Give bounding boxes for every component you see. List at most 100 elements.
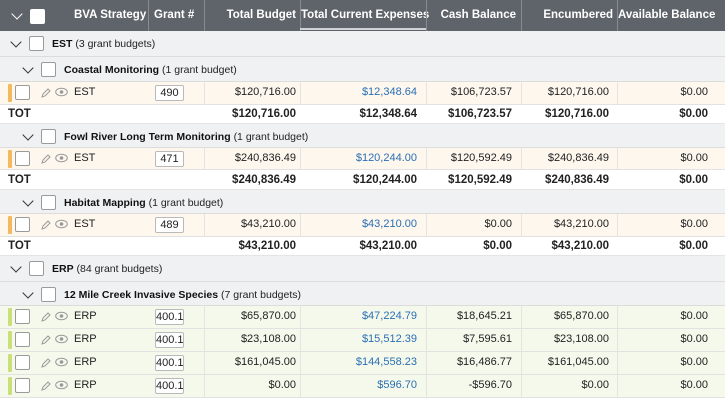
column-header-total-current-expenses[interactable]: Total Current Expenses xyxy=(300,0,429,31)
total-current-expenses-link[interactable]: $15,512.39 xyxy=(361,333,417,345)
total-budget-cell: $65,870.00 xyxy=(240,310,296,322)
column-divider xyxy=(426,306,427,329)
total-current-expenses-link[interactable]: $596.70 xyxy=(377,379,417,391)
group-count: (84 grant budgets) xyxy=(76,263,163,275)
table-row[interactable]: ERP 400.1 $161,045.00 $144,558.23 $16,486.77… xyxy=(0,352,725,375)
column-divider xyxy=(300,148,301,170)
subtotal-cash-balance: $120,592.49 xyxy=(448,174,512,186)
row-checkbox[interactable] xyxy=(15,332,30,347)
view-eye-icon[interactable] xyxy=(55,334,68,344)
group-name: ERP xyxy=(52,263,74,275)
column-header-grant-number[interactable]: Grant # xyxy=(148,0,204,31)
group-row[interactable]: 12 Mile Creek Invasive Species (7 grant … xyxy=(0,282,725,306)
total-current-expenses-link[interactable]: $12,348.64 xyxy=(361,86,417,98)
group-checkbox[interactable] xyxy=(41,62,56,77)
row-color-indicator xyxy=(8,331,12,349)
grant-number-field[interactable]: 400.1 xyxy=(155,355,184,371)
view-eye-icon[interactable] xyxy=(55,87,68,97)
view-eye-icon[interactable] xyxy=(55,357,68,367)
row-color-indicator xyxy=(8,150,12,168)
grant-number-field[interactable]: 471 xyxy=(155,151,184,167)
group-row[interactable]: Fowl River Long Term Monitoring (1 grant… xyxy=(0,124,725,148)
subtotal-total-budget: $120,716.00 xyxy=(232,108,296,120)
row-checkbox[interactable] xyxy=(15,309,30,324)
grant-number-field[interactable]: 489 xyxy=(155,217,184,233)
edit-pencil-icon[interactable] xyxy=(41,154,51,164)
group-checkbox[interactable] xyxy=(41,129,56,144)
total-current-expenses-link[interactable]: $43,210.00 xyxy=(361,218,417,230)
row-checkbox[interactable] xyxy=(15,85,30,100)
group-label: Coastal Monitoring (1 grant budget) xyxy=(64,64,237,76)
row-checkbox[interactable] xyxy=(15,378,30,393)
edit-pencil-icon[interactable] xyxy=(41,88,51,98)
group-row[interactable]: Coastal Monitoring (1 grant budget) xyxy=(0,57,725,82)
subtotal-label: TOT xyxy=(8,240,31,252)
edit-pencil-icon[interactable] xyxy=(41,335,51,345)
available-balance-cell: $0.00 xyxy=(680,310,708,322)
group-row[interactable]: Habitat Mapping (1 grant budget) xyxy=(0,190,725,214)
column-divider xyxy=(617,329,618,352)
column-header-cash-balance[interactable]: Cash Balance xyxy=(426,0,521,31)
table-row[interactable]: EST 489 $43,210.00 $43,210.00 $0.00 $43,210.0… xyxy=(0,214,725,237)
total-budget-cell: $43,210.00 xyxy=(240,218,296,230)
subtotal-row: TOT $120,716.00 $12,348.64 $106,723.57 $120,… xyxy=(0,105,725,124)
group-checkbox[interactable] xyxy=(29,261,44,276)
group-row[interactable]: ERP (84 grant budgets) xyxy=(0,256,725,282)
view-eye-icon[interactable] xyxy=(55,153,68,163)
group-row[interactable]: EST (3 grant budgets) xyxy=(0,31,725,57)
column-divider xyxy=(426,375,427,398)
edit-pencil-icon[interactable] xyxy=(41,358,51,368)
expand-chevron-icon[interactable] xyxy=(22,62,34,74)
table-row[interactable]: ERP 400.1 $65,870.00 $47,224.79 $18,645.21 $6… xyxy=(0,306,725,329)
column-divider xyxy=(426,214,427,237)
expand-chevron-icon[interactable] xyxy=(10,261,22,273)
table-row[interactable]: EST 471 $240,836.49 $120,244.00 $120,592.49 $… xyxy=(0,148,725,170)
table-row[interactable]: ERP 400.1 $23,108.00 $15,512.39 $7,595.61 $23… xyxy=(0,329,725,352)
grant-number-field[interactable]: 400.1 xyxy=(155,332,184,348)
expand-chevron-icon[interactable] xyxy=(22,287,34,299)
encumbered-cell: $120,716.00 xyxy=(547,86,609,98)
edit-pencil-icon[interactable] xyxy=(41,312,51,322)
grant-number-field[interactable]: 400.1 xyxy=(155,378,184,394)
grant-number-field[interactable]: 490 xyxy=(155,85,184,101)
group-checkbox[interactable] xyxy=(41,287,56,302)
group-checkbox[interactable] xyxy=(29,36,44,51)
column-divider xyxy=(617,148,618,170)
view-eye-icon[interactable] xyxy=(55,219,68,229)
column-divider xyxy=(204,352,205,375)
expand-chevron-icon[interactable] xyxy=(22,129,34,141)
bva-strategy-cell: ERP xyxy=(74,310,97,322)
group-checkbox[interactable] xyxy=(41,195,56,210)
row-checkbox[interactable] xyxy=(15,217,30,232)
encumbered-cell: $240,836.49 xyxy=(547,152,609,164)
row-checkbox[interactable] xyxy=(15,151,30,166)
total-current-expenses-link[interactable]: $47,224.79 xyxy=(361,310,417,322)
total-current-expenses-link[interactable]: $120,244.00 xyxy=(355,152,417,164)
row-checkbox[interactable] xyxy=(15,355,30,370)
view-eye-icon[interactable] xyxy=(55,311,68,321)
edit-pencil-icon[interactable] xyxy=(41,220,51,230)
column-header-total-budget[interactable]: Total Budget xyxy=(204,0,300,31)
view-eye-icon[interactable] xyxy=(55,380,68,390)
total-current-expenses-link[interactable]: $144,558.23 xyxy=(355,356,417,368)
available-balance-cell: $0.00 xyxy=(680,218,708,230)
table-row[interactable]: EST 490 $120,716.00 $12,348.64 $106,723.57 $1… xyxy=(0,82,725,105)
cash-balance-cell: -$596.70 xyxy=(468,379,512,391)
edit-pencil-icon[interactable] xyxy=(41,381,51,391)
expand-chevron-icon[interactable] xyxy=(22,195,34,207)
column-divider xyxy=(204,306,205,329)
grant-number-field[interactable]: 400.1 xyxy=(155,309,184,325)
expand-chevron-icon[interactable] xyxy=(10,36,22,48)
available-balance-cell: $0.00 xyxy=(680,333,708,345)
group-count: (1 grant budget) xyxy=(148,197,224,209)
cash-balance-cell: $106,723.57 xyxy=(450,86,512,98)
column-divider xyxy=(300,306,301,329)
select-all-checkbox[interactable] xyxy=(30,9,45,24)
column-header-available-balance[interactable]: Available Balance xyxy=(617,0,725,31)
available-balance-cell: $0.00 xyxy=(680,379,708,391)
column-header-encumbered[interactable]: Encumbered xyxy=(521,0,617,31)
table-header: BVA Strategy Grant # Total Budget Total … xyxy=(0,0,725,31)
table-row[interactable]: ERP 400.1 $0.00 $596.70 -$596.70 $0.00 $0.00 xyxy=(0,375,725,398)
collapse-all-chevron-icon[interactable] xyxy=(11,8,23,20)
column-header-bva-strategy[interactable]: BVA Strategy xyxy=(74,9,147,21)
